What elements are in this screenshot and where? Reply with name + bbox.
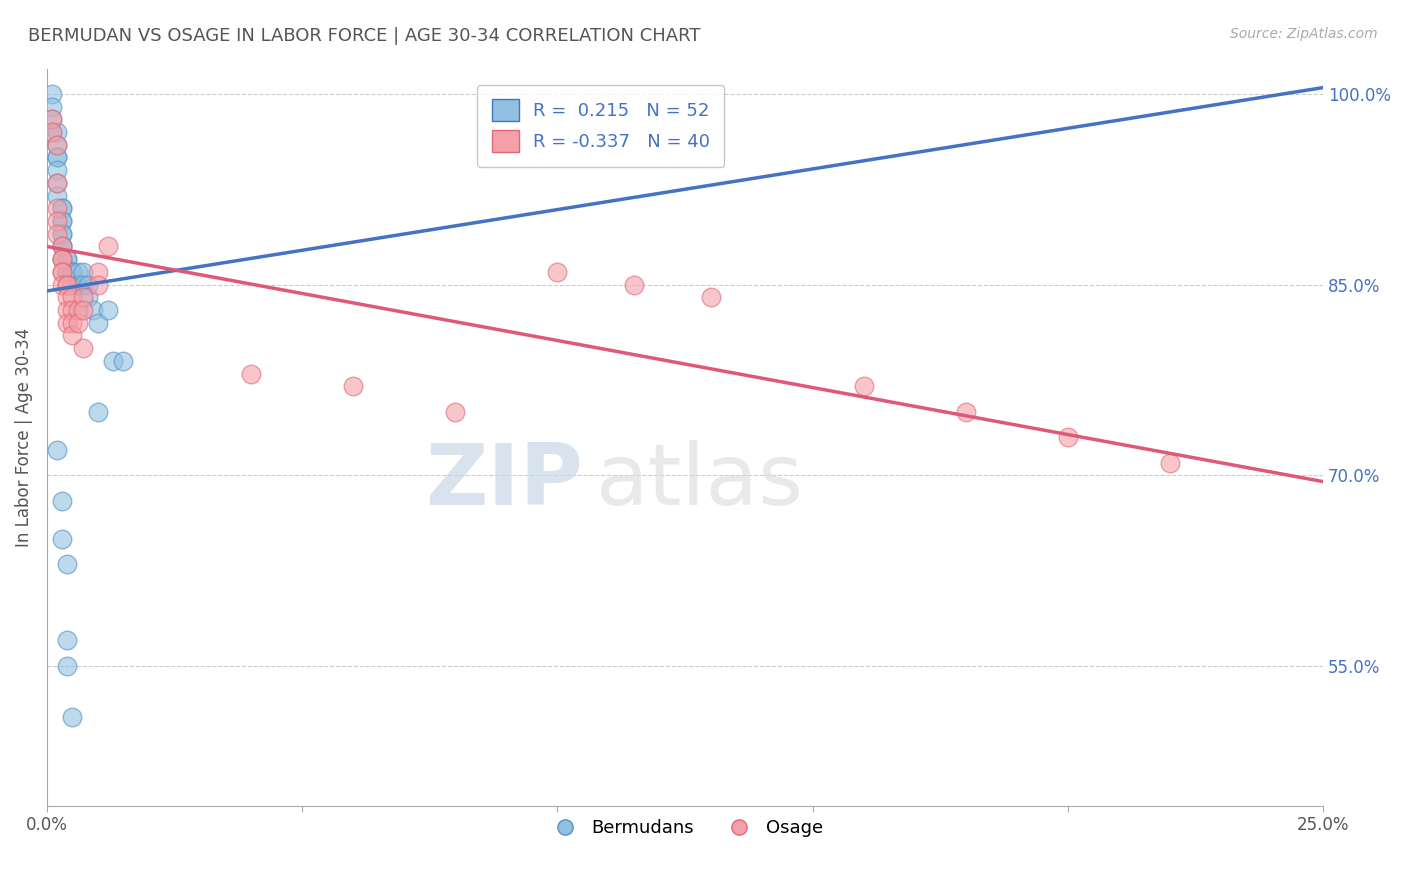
Point [46,176,69,190]
Point [46,176,69,190]
Point [97,239,120,253]
Point [56,252,79,267]
Point [56,659,79,673]
Point [56,265,79,279]
Point [97,303,120,318]
Point [51,252,73,267]
Point [56,290,79,304]
Point [51,214,73,228]
Point [46,151,69,165]
Point [56,558,79,572]
Point [51,493,73,508]
Point [41,112,63,127]
Point [51,202,73,216]
Point [62,290,84,304]
Point [46,137,69,152]
Point [46,202,69,216]
Point [87,265,110,279]
Point [72,290,94,304]
Point [72,341,94,355]
Point [72,303,94,318]
Point [56,265,79,279]
Point [66,277,89,292]
Point [56,316,79,330]
Point [46,151,69,165]
Point [955,405,977,419]
Point [342,379,364,393]
Point [82,303,104,318]
Point [444,405,467,419]
Point [546,265,568,279]
Point [51,227,73,241]
Point [41,112,63,127]
Point [51,265,73,279]
Point [56,265,79,279]
Point [66,303,89,318]
Point [51,277,73,292]
Y-axis label: In Labor Force | Age 30-34: In Labor Force | Age 30-34 [15,327,32,547]
Point [66,277,89,292]
Point [56,277,79,292]
Point [852,379,875,393]
Point [51,532,73,546]
Point [51,239,73,253]
Point [51,252,73,267]
Point [62,265,84,279]
Point [46,163,69,178]
Point [56,265,79,279]
Point [72,265,94,279]
Point [103,354,125,368]
Point [56,252,79,267]
Point [699,290,721,304]
Point [66,277,89,292]
Text: BERMUDAN VS OSAGE IN LABOR FORCE | AGE 30-34 CORRELATION CHART: BERMUDAN VS OSAGE IN LABOR FORCE | AGE 3… [28,27,700,45]
Point [56,265,79,279]
Point [76,290,98,304]
Point [51,239,73,253]
Point [41,87,63,101]
Point [56,277,79,292]
Point [41,125,63,139]
Point [56,633,79,648]
Text: atlas: atlas [596,440,804,523]
Point [56,303,79,318]
Point [51,227,73,241]
Point [51,265,73,279]
Point [1159,456,1181,470]
Legend: Bermudans, Osage: Bermudans, Osage [540,812,831,845]
Point [46,188,69,202]
Point [112,354,135,368]
Point [51,202,73,216]
Point [51,239,73,253]
Point [66,265,89,279]
Point [72,277,94,292]
Point [62,303,84,318]
Text: ZIP: ZIP [425,440,583,523]
Point [62,265,84,279]
Point [76,277,98,292]
Point [41,100,63,114]
Point [46,442,69,457]
Point [51,252,73,267]
Point [46,227,69,241]
Point [623,277,645,292]
Point [46,137,69,152]
Point [62,277,84,292]
Point [62,265,84,279]
Text: Source: ZipAtlas.com: Source: ZipAtlas.com [1230,27,1378,41]
Point [87,277,110,292]
Point [240,367,263,381]
Point [62,328,84,343]
Point [46,214,69,228]
Point [66,316,89,330]
Point [41,125,63,139]
Point [62,316,84,330]
Point [51,214,73,228]
Point [87,316,110,330]
Point [46,125,69,139]
Point [1057,430,1080,444]
Point [87,405,110,419]
Point [62,710,84,724]
